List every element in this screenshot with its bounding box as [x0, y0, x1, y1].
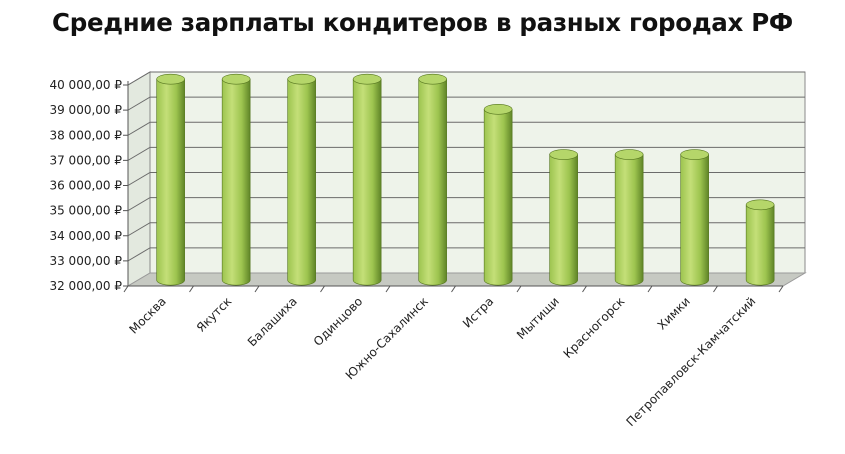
gridline [127, 121, 805, 136]
y-tick-label: 35 000,00 ₽ [49, 204, 122, 218]
x-tick-mark [320, 285, 325, 293]
bar-top [352, 73, 382, 85]
bar-body [680, 154, 709, 286]
x-tick-label: Одинцово [311, 294, 366, 349]
bar-top [287, 73, 316, 85]
bar-body [352, 78, 382, 286]
x-tick-mark [713, 285, 718, 293]
bar-top [745, 199, 775, 211]
chart-title: Средние зарплаты кондитеров в разных гор… [52, 8, 793, 37]
bar-top [680, 149, 709, 160]
y-tick-label: 32 000,00 ₽ [49, 279, 122, 293]
x-tick-mark [123, 285, 129, 293]
bar-body [483, 109, 513, 286]
x-tick-label: Мытищи [514, 294, 562, 342]
y-tick-label: 40 000,00 ₽ [49, 78, 122, 92]
y-axis: 32 000,00 ₽ 33 000,00 ₽ 34 000,00 ₽ 35 000,… [49, 78, 129, 293]
bar-body [745, 204, 775, 286]
bar [680, 149, 709, 286]
y-tick-label: 33 000,00 ₽ [49, 254, 122, 268]
bar-body [156, 78, 185, 286]
x-tick-label: Химки [655, 294, 693, 332]
gridline [127, 172, 805, 186]
bar-top [221, 73, 251, 85]
bar-top [156, 73, 185, 85]
bar-top [614, 149, 644, 160]
x-tick-label: Истра [460, 294, 496, 330]
bar-top [483, 104, 513, 115]
x-tick-mark [647, 285, 653, 293]
x-axis: Москва Якутск Балашиха ОдинцовоЮжно-Сахалин… [123, 285, 784, 429]
bar [156, 73, 185, 286]
x-tick-label: Петропавловск-Камчатский [624, 294, 759, 429]
bar [287, 73, 316, 286]
gridline [127, 146, 805, 161]
x-tick-label: Москва [126, 294, 168, 336]
x-tick-mark [451, 285, 456, 293]
bar-body [287, 78, 316, 286]
bar [352, 73, 382, 286]
bar [549, 149, 578, 286]
x-tick-mark [778, 285, 784, 293]
bar-body [221, 78, 251, 286]
bars [156, 73, 775, 286]
gridlines [127, 71, 805, 262]
bar [221, 73, 251, 286]
bar [745, 199, 775, 286]
x-tick-mark [254, 285, 260, 293]
y-tick-label: 34 000,00 ₽ [49, 229, 122, 243]
bar-body [549, 154, 578, 286]
gridline [127, 96, 805, 111]
y-tick-label: 37 000,00 ₽ [49, 153, 122, 167]
gridline [127, 71, 805, 86]
x-tick-mark [385, 285, 391, 293]
gridline [127, 247, 805, 262]
bar-top [418, 73, 447, 85]
bar [483, 104, 513, 286]
y-tick-label: 38 000,00 ₽ [49, 128, 122, 142]
bar-body [418, 78, 447, 286]
x-tick-mark [189, 285, 194, 293]
y-tick-label: 36 000,00 ₽ [49, 179, 122, 193]
bar [418, 73, 447, 286]
bar-top [549, 149, 578, 160]
x-tick-label: Балашиха [245, 294, 300, 349]
gridline [127, 222, 805, 237]
bar [614, 149, 644, 286]
gridline [127, 197, 805, 212]
x-tick-label: Якутск [194, 294, 235, 335]
y-tick-label: 39 000,00 ₽ [49, 103, 122, 117]
bar-body [614, 154, 644, 286]
x-tick-mark [582, 285, 587, 293]
x-tick-mark [516, 285, 522, 293]
x-tick-label: Красногорск [561, 294, 628, 361]
